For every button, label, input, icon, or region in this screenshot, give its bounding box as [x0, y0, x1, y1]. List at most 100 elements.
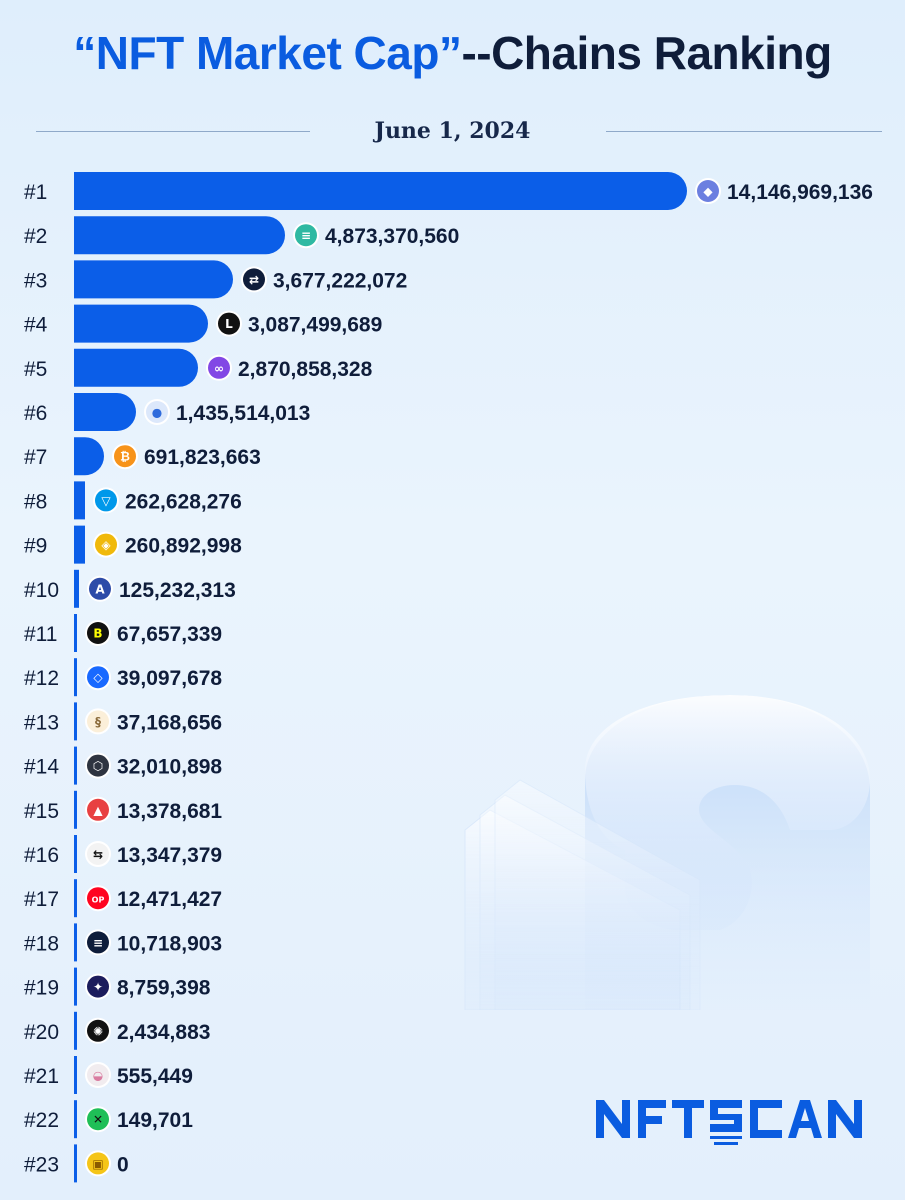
bar	[74, 702, 77, 741]
bar	[74, 923, 77, 962]
value-label: 3,087,499,689	[248, 314, 382, 337]
icon-glyph: ₿	[120, 450, 130, 464]
icon-glyph: ◒	[93, 1069, 103, 1083]
value-label: 555,449	[117, 1065, 193, 1088]
rank-label: #20	[24, 1021, 59, 1044]
icon-glyph: B	[93, 627, 102, 641]
fantom-icon: ◇	[85, 664, 111, 691]
value-label: 260,892,998	[125, 535, 242, 558]
icon-badge	[87, 887, 109, 910]
title-rest: --Chains Ranking	[461, 27, 832, 79]
icon-badge	[87, 1108, 109, 1131]
value-label: 67,657,339	[117, 623, 222, 646]
value-label: 39,097,678	[117, 667, 222, 690]
bar	[74, 790, 77, 829]
x-chain-icon: ✕	[85, 1106, 111, 1133]
icon-glyph: ≡	[93, 936, 103, 950]
icon-glyph: ▲	[93, 803, 103, 817]
icon-glyph: ∞	[214, 361, 224, 375]
value-label: 1,435,514,013	[176, 402, 310, 425]
icon-badge	[87, 931, 109, 954]
bar	[74, 172, 687, 210]
zksync-icon: ⇆	[85, 841, 111, 867]
icon-glyph: ◇	[93, 671, 103, 685]
bar	[74, 746, 77, 785]
arbitrum-icon: A	[87, 575, 113, 602]
icon-glyph: ⇄	[249, 273, 259, 287]
rank-label: #8	[24, 490, 47, 513]
base-stripes-icon: ≡	[85, 929, 111, 956]
bitcoin-icon: ₿	[112, 443, 138, 470]
rank-label: #4	[24, 314, 48, 337]
linea-icon: L	[216, 310, 242, 337]
icon-glyph: ●	[152, 406, 162, 420]
optimism-icon: OP	[85, 885, 111, 912]
bar	[74, 1144, 77, 1183]
bar	[74, 481, 85, 520]
icon-badge	[87, 975, 109, 998]
rank-label: #2	[24, 225, 47, 248]
bar	[74, 614, 77, 652]
chart-title: “NFT Market Cap”--Chains Ranking	[0, 26, 905, 80]
nftscan-logo	[596, 1100, 862, 1145]
icon-badge	[218, 312, 240, 335]
icon-badge	[87, 710, 109, 733]
bar	[74, 879, 77, 918]
value-label: 8,759,398	[117, 977, 211, 1000]
rank-label: #9	[24, 535, 47, 558]
rank-label: #23	[24, 1153, 59, 1176]
rank-label: #22	[24, 1109, 59, 1132]
bar	[74, 437, 104, 476]
bar	[74, 835, 77, 873]
icon-badge	[243, 268, 265, 291]
gold-coin-icon: ▣	[85, 1150, 111, 1177]
rank-label: #17	[24, 888, 59, 911]
value-label: 149,701	[117, 1109, 193, 1132]
icon-badge	[89, 577, 111, 600]
value-label: 4,873,370,560	[325, 225, 459, 248]
rank-label: #18	[24, 932, 59, 955]
icon-badge	[697, 180, 719, 202]
starknet-icon: ✦	[85, 973, 111, 1000]
icon-badge	[95, 489, 117, 512]
rank-label: #14	[24, 756, 59, 779]
icon-badge	[295, 224, 317, 247]
avalanche-icon: ▲	[85, 796, 111, 823]
bnb-icon: ◈	[93, 531, 119, 558]
value-label: 691,823,663	[144, 446, 261, 469]
icon-badge	[87, 666, 109, 689]
bar	[74, 216, 285, 255]
icon-glyph: A	[95, 582, 105, 596]
rank-label: #13	[24, 711, 59, 734]
icon-badge	[114, 445, 136, 468]
icon-badge	[87, 754, 109, 777]
bar	[74, 393, 136, 431]
rank-label: #19	[24, 977, 59, 1000]
bar	[74, 525, 85, 564]
icon-glyph: ⇆	[93, 848, 103, 862]
rank-label: #11	[24, 623, 57, 646]
icon-glyph: ◆	[703, 185, 713, 199]
icon-badge	[146, 401, 168, 423]
rank-label: #16	[24, 844, 59, 867]
value-label: 13,378,681	[117, 800, 222, 823]
bar	[74, 967, 77, 1006]
bar	[74, 348, 198, 387]
ton-icon: ▽	[93, 487, 119, 514]
icon-badge	[208, 356, 230, 379]
icon-glyph: ✕	[93, 1113, 103, 1127]
icon-glyph: ✦	[93, 980, 103, 994]
rank-label: #12	[24, 667, 59, 690]
blue-sphere-icon: ●	[144, 399, 170, 425]
icon-glyph: ⬡	[93, 759, 103, 773]
rank-label: #15	[24, 800, 59, 823]
rank-label: #5	[24, 358, 47, 381]
value-label: 0	[117, 1153, 129, 1176]
value-label: 2,434,883	[117, 1021, 210, 1044]
value-label: 10,718,903	[117, 932, 222, 955]
rank-label: #7	[24, 446, 47, 469]
value-label: 13,347,379	[117, 844, 222, 867]
icon-badge	[87, 1064, 109, 1086]
title-highlight: “NFT Market Cap”	[73, 27, 462, 79]
